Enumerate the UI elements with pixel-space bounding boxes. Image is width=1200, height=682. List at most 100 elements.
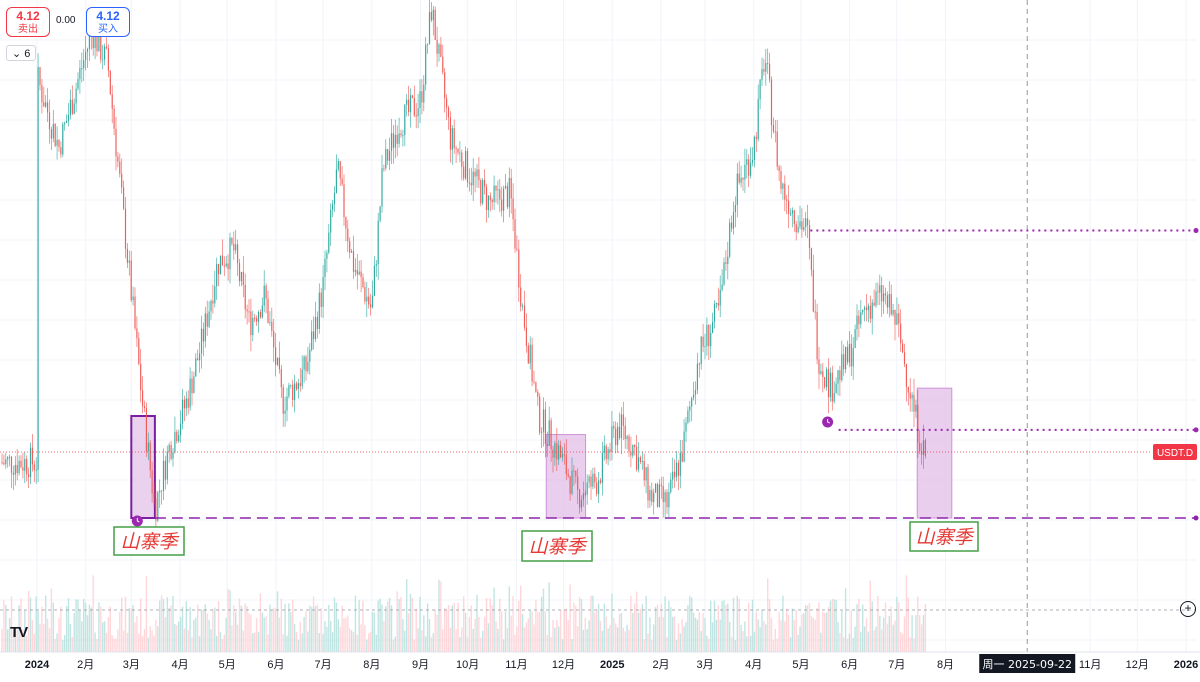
volume-bar [894, 620, 896, 652]
volume-bar [808, 602, 811, 652]
candle-body [242, 271, 244, 285]
candle-body [660, 484, 662, 487]
candle-body [257, 312, 260, 322]
candle-body [221, 255, 223, 266]
volume-bar [778, 612, 780, 652]
candle-body [447, 107, 450, 118]
volume-bar [132, 604, 134, 652]
volume-bar [727, 603, 729, 652]
candle-body [143, 406, 146, 409]
volume-bar [293, 624, 296, 652]
volume-bar [873, 630, 875, 652]
x-tick-label: 11月 [505, 659, 527, 671]
candle-body [603, 445, 605, 453]
volume-bar [586, 629, 588, 652]
plus-circle-icon[interactable]: + [1180, 601, 1196, 617]
volume-bar [62, 639, 64, 652]
volume-bar [368, 633, 370, 652]
volume-bar [692, 612, 695, 652]
volume-bar [434, 609, 436, 652]
buy-button[interactable]: 4.12 买入 [86, 7, 130, 37]
volume-bar [501, 611, 503, 652]
candle-body [641, 460, 643, 462]
volume-bar [31, 620, 34, 652]
volume-bar [159, 600, 161, 652]
volume-bar [751, 599, 754, 652]
candle-body [516, 248, 518, 250]
volume-bar [736, 595, 738, 652]
volume-bar [597, 603, 600, 652]
volume-bar [432, 633, 434, 652]
candle-body [373, 265, 375, 296]
sell-button[interactable]: 4.12 卖出 [6, 7, 50, 37]
volume-bar [423, 615, 425, 652]
volume-bar [33, 634, 35, 652]
volume-bar [257, 632, 260, 652]
volume-bar [620, 613, 623, 652]
volume-bar [358, 600, 360, 652]
candle-body [738, 173, 740, 183]
candle-body [332, 204, 334, 210]
candle-body [119, 161, 121, 174]
candle-body [827, 369, 830, 398]
candle-body [7, 457, 9, 460]
volume-bar [117, 629, 119, 652]
volume-bar [229, 590, 231, 652]
volume-bar [858, 598, 860, 652]
candle-body [721, 284, 723, 290]
volume-bar [128, 608, 130, 652]
candle-body [210, 300, 212, 312]
volume-bar [843, 637, 845, 652]
volume-bar [26, 635, 28, 652]
candle-body [702, 336, 704, 347]
candle-body [788, 200, 790, 215]
indicators-collapse-button[interactable]: ⌄ 6 [6, 45, 37, 61]
candle-body [865, 307, 868, 311]
candle-body [20, 460, 22, 468]
candle-body [252, 317, 254, 336]
candle-body [176, 431, 178, 442]
candle-body [381, 168, 383, 207]
candle-body [142, 390, 144, 407]
volume-bar [472, 628, 474, 652]
accumulation-zone [130, 415, 156, 519]
volume-bar [81, 621, 83, 652]
candle-body [580, 499, 583, 508]
candle-body [191, 378, 193, 394]
candle-body [864, 307, 866, 310]
volume-bar [278, 617, 281, 652]
candle-body [518, 249, 520, 288]
candle-body [805, 218, 807, 227]
volume-bar [816, 607, 818, 652]
candle-body [449, 117, 451, 150]
volume-bar [641, 604, 643, 652]
volume-bar [810, 615, 813, 652]
volume-bar [922, 614, 925, 652]
candle-body [263, 285, 265, 306]
candle-body [801, 221, 803, 230]
candle-body [529, 344, 531, 364]
volume-bar [844, 588, 847, 652]
volume-bar [43, 623, 45, 652]
candle-body [104, 46, 106, 60]
candle-body [256, 318, 258, 322]
candle-body [732, 212, 735, 229]
candle-body [457, 148, 459, 153]
volume-bar [660, 603, 662, 652]
volume-bar [290, 612, 292, 652]
candle-body [341, 178, 343, 185]
candle-body [869, 305, 871, 319]
candle-body [548, 420, 550, 446]
tradingview-logo-icon[interactable]: TV [10, 624, 28, 641]
candle-body [43, 102, 45, 107]
candle-body [64, 122, 66, 125]
candle-body [573, 470, 575, 472]
candle-body [672, 471, 674, 480]
buy-label: 买入 [98, 24, 118, 35]
candle-body [651, 490, 653, 502]
volume-bar [331, 632, 334, 652]
x-tick-label: 2月 [77, 659, 94, 671]
volume-bar [502, 639, 505, 652]
candle-body [436, 39, 438, 54]
